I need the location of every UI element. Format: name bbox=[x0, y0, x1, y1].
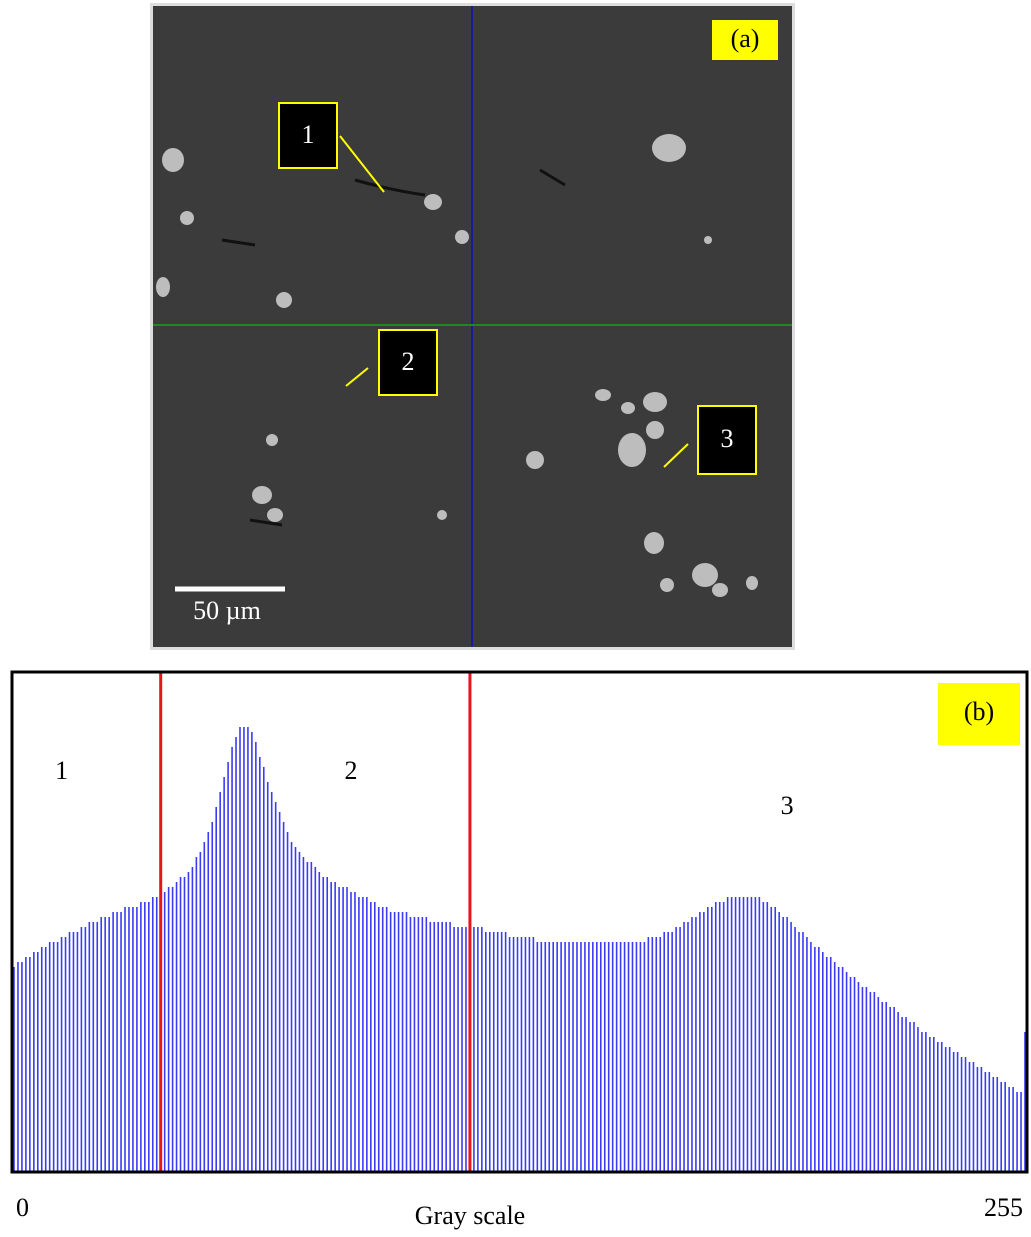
histogram: 1 2 3 (b) 0 255 Gray scale bbox=[12, 672, 1027, 1230]
page: {"micrograph": {"panel_label": "(a)", "m… bbox=[0, 0, 1031, 1237]
particle bbox=[692, 563, 718, 587]
x-tick-label: 0 bbox=[16, 1193, 29, 1222]
marker-label: 3 bbox=[721, 424, 734, 453]
micrograph: (a) 1 2 3 50 µm bbox=[150, 3, 795, 650]
particle bbox=[652, 134, 686, 162]
panel-label: (b) bbox=[964, 697, 994, 726]
marker-label: 2 bbox=[402, 347, 415, 376]
particle bbox=[643, 392, 667, 412]
region-label: 2 bbox=[345, 756, 358, 785]
particle bbox=[704, 236, 712, 244]
region-label: 1 bbox=[55, 756, 68, 785]
region-label: 3 bbox=[781, 791, 794, 820]
particle bbox=[660, 578, 674, 592]
particle bbox=[646, 421, 664, 439]
figure: (a) 1 2 3 50 µm 1 2 3 (b) 0 255 Gray scale bbox=[0, 0, 1031, 1237]
particle bbox=[180, 211, 194, 225]
particle bbox=[162, 148, 184, 172]
particle bbox=[276, 292, 292, 308]
scale-bar-label: 50 µm bbox=[193, 596, 261, 625]
particle bbox=[267, 508, 283, 522]
particle bbox=[156, 277, 170, 297]
particle bbox=[621, 402, 635, 414]
particle bbox=[437, 510, 447, 520]
particle bbox=[266, 434, 278, 446]
particle bbox=[455, 230, 469, 244]
particle bbox=[618, 433, 646, 467]
particle bbox=[644, 532, 664, 554]
x-axis-label: Gray scale bbox=[415, 1201, 525, 1230]
particle bbox=[252, 486, 272, 504]
particle bbox=[424, 194, 442, 210]
panel-label: (a) bbox=[731, 24, 760, 53]
particle bbox=[746, 576, 758, 590]
particle bbox=[526, 451, 544, 469]
marker-label: 1 bbox=[302, 120, 315, 149]
particle bbox=[595, 389, 611, 401]
x-tick-label: 255 bbox=[984, 1193, 1023, 1222]
particle bbox=[712, 583, 728, 597]
